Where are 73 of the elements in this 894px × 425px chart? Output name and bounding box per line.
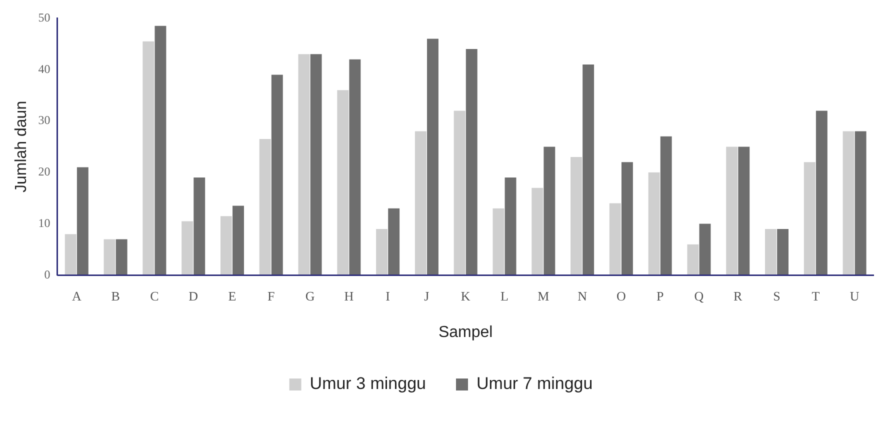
bar bbox=[142, 41, 154, 276]
x-tick-label: J bbox=[424, 288, 430, 304]
x-tick-label: L bbox=[500, 288, 509, 304]
bar bbox=[582, 64, 594, 276]
bar bbox=[777, 228, 789, 276]
bar bbox=[648, 172, 660, 276]
x-tick-label: D bbox=[188, 288, 198, 304]
bar bbox=[544, 146, 556, 276]
x-tick-label: O bbox=[616, 288, 626, 304]
x-axis-title: Sampel bbox=[438, 324, 493, 341]
bar bbox=[259, 138, 271, 276]
bar bbox=[154, 26, 166, 276]
bar bbox=[64, 234, 76, 276]
bar bbox=[298, 54, 310, 276]
x-tick-label: M bbox=[538, 288, 550, 304]
bar bbox=[842, 131, 854, 276]
y-tick-label: 50 bbox=[38, 10, 50, 24]
bar bbox=[116, 239, 128, 276]
bar bbox=[621, 162, 633, 276]
bar bbox=[726, 146, 738, 276]
bar bbox=[349, 59, 361, 276]
bar bbox=[104, 239, 116, 276]
x-tick-label: U bbox=[850, 288, 860, 304]
bar bbox=[699, 224, 711, 276]
bar bbox=[854, 131, 866, 276]
bar bbox=[427, 38, 438, 276]
bar bbox=[765, 228, 776, 276]
bar bbox=[804, 162, 816, 276]
bar bbox=[414, 131, 426, 276]
y-tick-label: 10 bbox=[38, 216, 50, 230]
y-tick-label: 40 bbox=[38, 62, 50, 76]
bar bbox=[504, 178, 516, 276]
bar bbox=[532, 188, 544, 276]
bar bbox=[738, 146, 750, 276]
y-tick-label: 30 bbox=[38, 113, 50, 128]
x-tick-label: T bbox=[812, 288, 820, 304]
x-tick-label: K bbox=[460, 288, 471, 304]
x-tick-label: S bbox=[773, 288, 780, 304]
bar bbox=[687, 244, 699, 276]
bar bbox=[220, 216, 232, 276]
bar bbox=[816, 110, 828, 276]
x-tick-label: E bbox=[228, 288, 236, 304]
bar bbox=[182, 221, 194, 276]
bar bbox=[310, 54, 322, 276]
bar bbox=[232, 206, 244, 276]
x-tick-label: G bbox=[305, 288, 315, 304]
x-tick-label: R bbox=[734, 288, 743, 304]
legend-label: Umur 3 minggu bbox=[310, 374, 426, 394]
legend-label: Umur 7 minggu bbox=[476, 374, 593, 394]
bar bbox=[570, 156, 582, 276]
x-tick-label: C bbox=[150, 288, 159, 304]
x-tick-label: Q bbox=[694, 288, 704, 304]
bar bbox=[271, 74, 283, 276]
bar bbox=[337, 90, 349, 276]
y-axis-title: Jumlah daun bbox=[13, 100, 30, 193]
x-tick-label: P bbox=[656, 288, 664, 304]
bar bbox=[466, 49, 478, 276]
y-tick-label: 0 bbox=[44, 267, 50, 282]
bar bbox=[376, 228, 388, 276]
bar bbox=[660, 136, 672, 276]
x-tick-label: H bbox=[344, 288, 354, 304]
x-tick-label: I bbox=[386, 288, 390, 304]
bar bbox=[609, 203, 621, 276]
bar bbox=[76, 167, 88, 276]
x-tick-label: F bbox=[268, 288, 275, 304]
bar bbox=[194, 178, 206, 276]
bar bbox=[388, 208, 400, 276]
y-tick-label: 20 bbox=[38, 164, 50, 179]
bar bbox=[454, 110, 466, 276]
x-tick-label: B bbox=[111, 288, 120, 304]
bar bbox=[492, 208, 504, 276]
x-tick-label: A bbox=[72, 288, 82, 304]
x-tick-label: N bbox=[578, 288, 588, 304]
